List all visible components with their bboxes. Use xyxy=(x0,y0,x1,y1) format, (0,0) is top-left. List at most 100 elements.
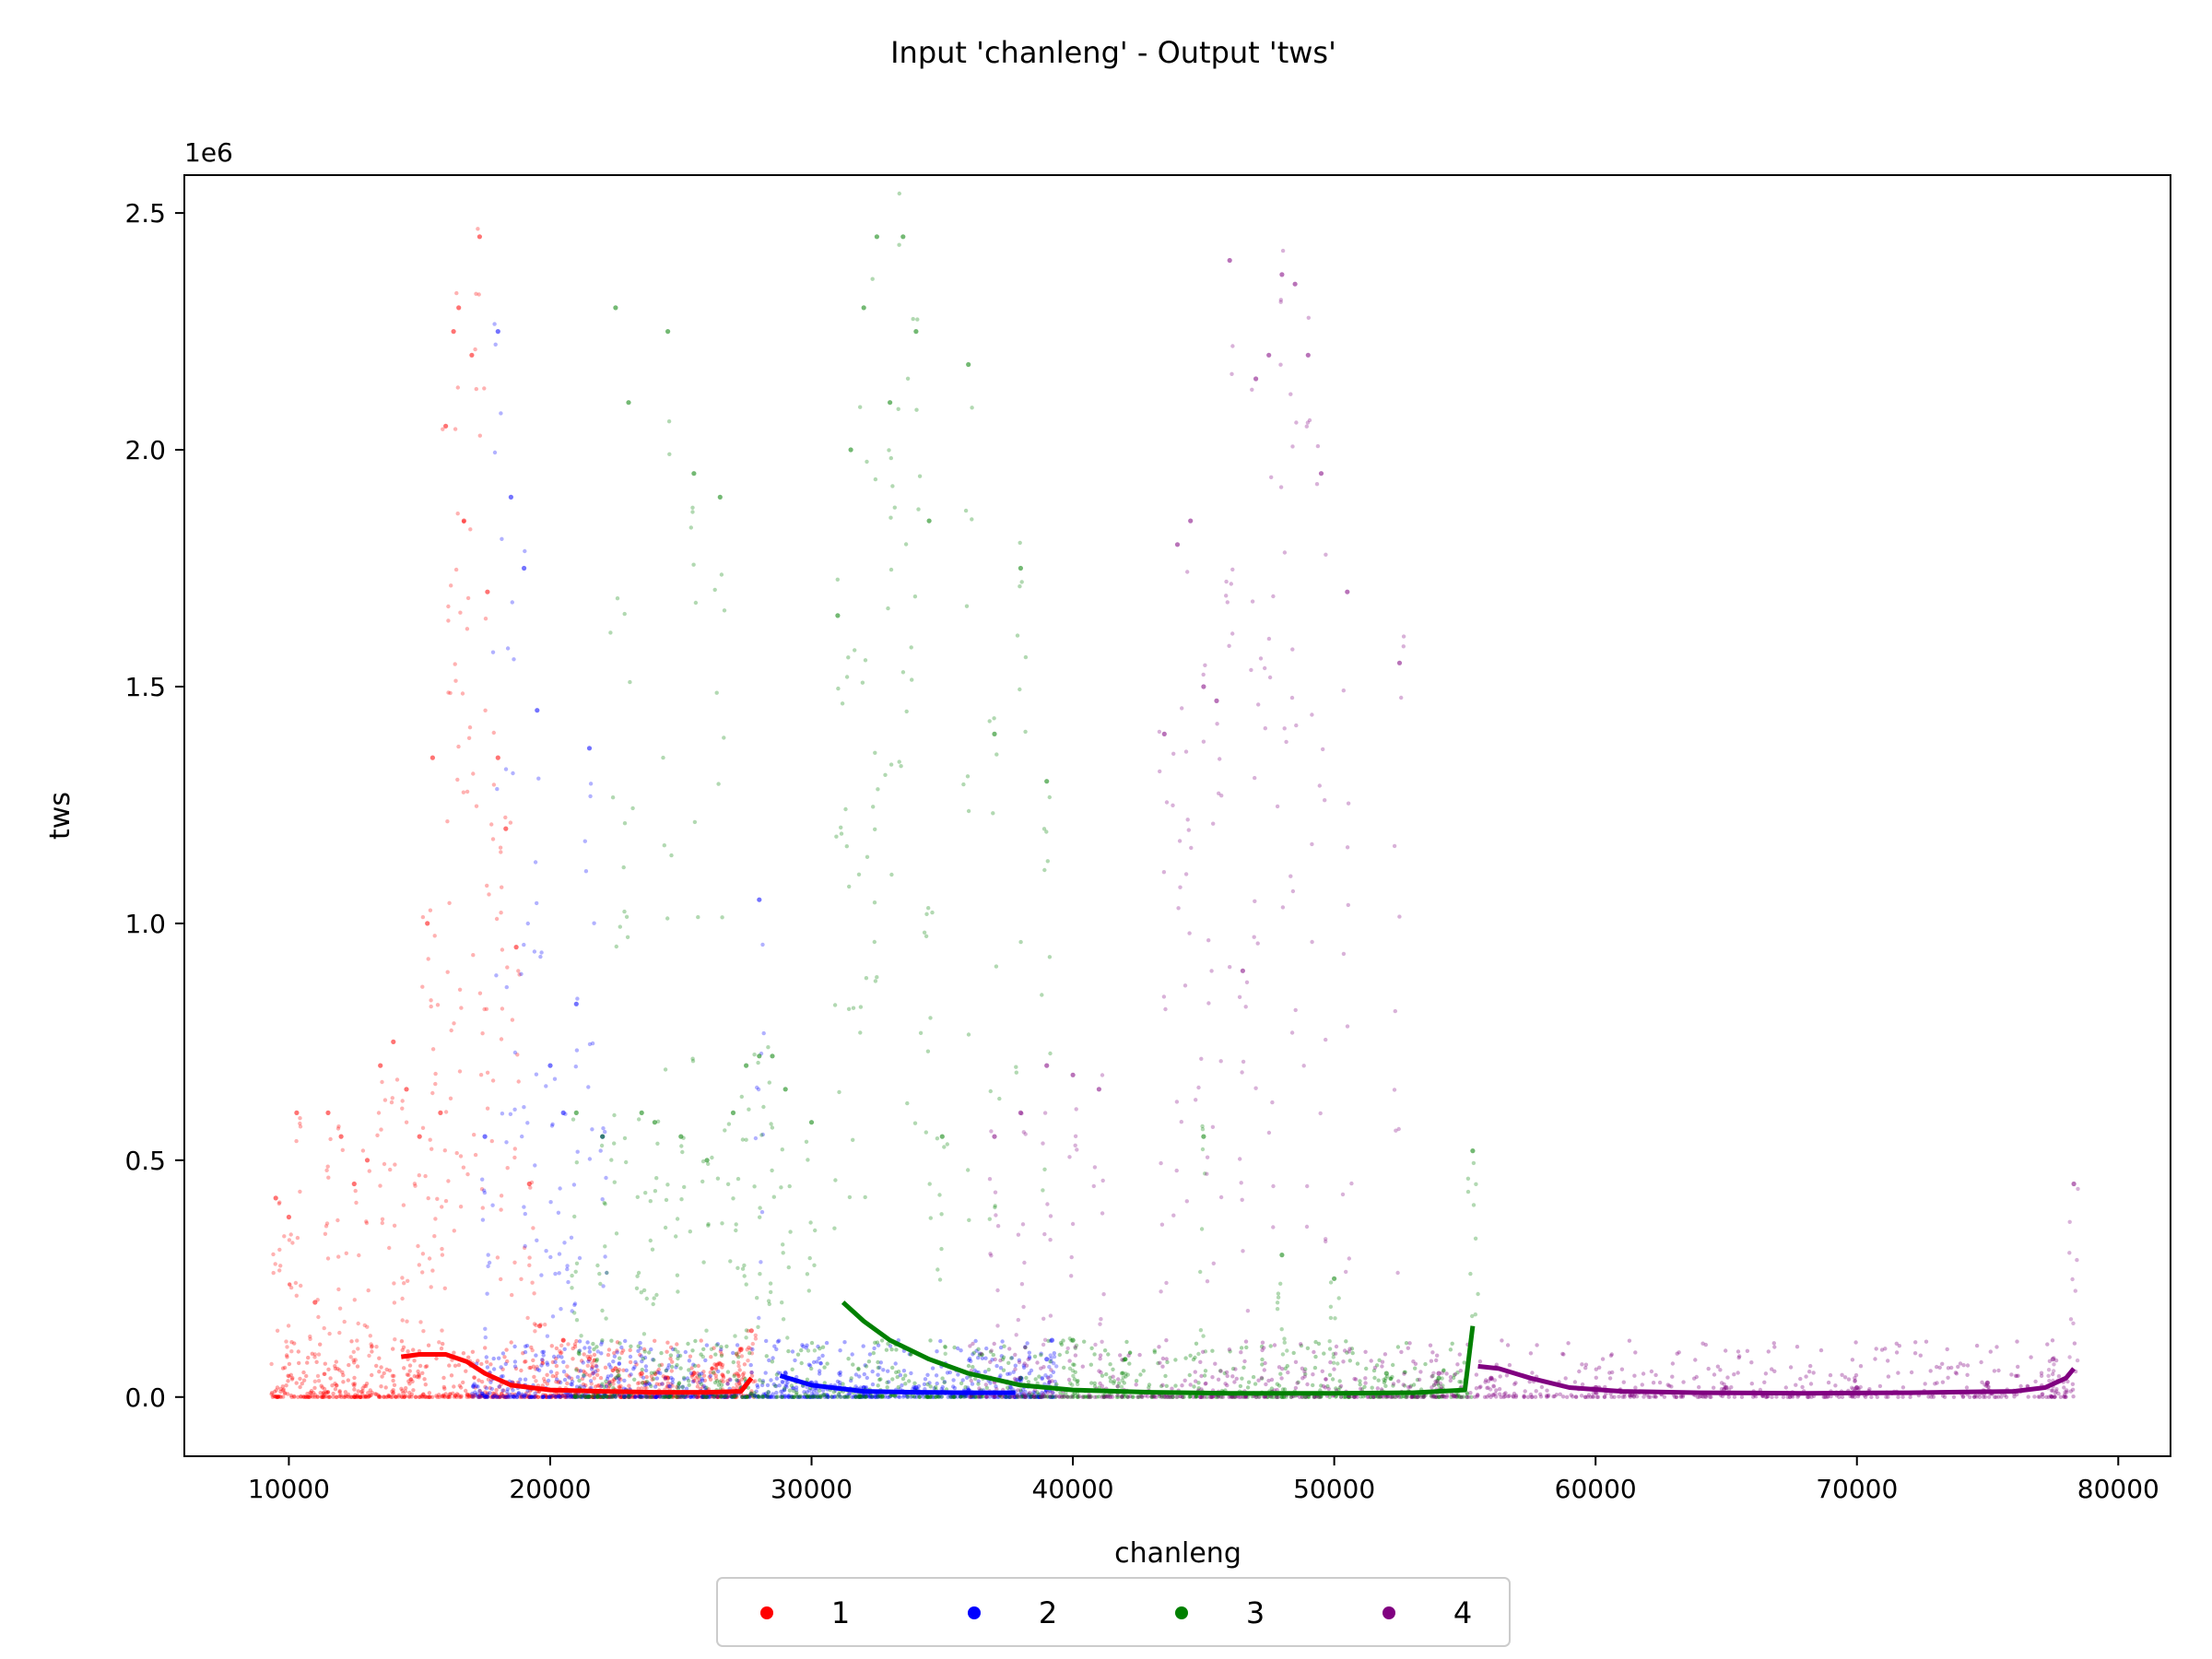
scatter-point xyxy=(897,242,901,247)
scatter-point xyxy=(729,1394,734,1399)
scatter-point xyxy=(278,1386,283,1392)
scatter-point xyxy=(387,1394,392,1399)
scatter-point xyxy=(670,1380,675,1385)
scatter-point xyxy=(691,1370,697,1375)
scatter-point xyxy=(316,1379,322,1383)
scatter-point xyxy=(945,1142,950,1147)
scatter-point xyxy=(1017,1392,1022,1397)
scatter-point xyxy=(446,1394,452,1399)
y-tick-label: 2.5 xyxy=(124,198,166,229)
scatter-point xyxy=(455,512,460,516)
scatter-point xyxy=(880,1394,885,1399)
scatter-point xyxy=(298,1124,303,1129)
scatter-point xyxy=(838,1372,842,1378)
scatter-point xyxy=(557,1271,561,1276)
scatter-point xyxy=(734,1394,738,1400)
scatter-point xyxy=(925,1049,931,1053)
scatter-point xyxy=(449,1028,453,1033)
scatter-point xyxy=(511,1394,515,1399)
scatter-point xyxy=(377,1356,382,1360)
scatter-point xyxy=(1280,1367,1285,1371)
scatter-point xyxy=(1399,1349,1404,1355)
scatter-point xyxy=(925,1382,930,1387)
scatter-point xyxy=(1324,1237,1328,1241)
scatter-point xyxy=(696,1394,701,1399)
scatter-point xyxy=(1453,1392,1459,1397)
scatter-point xyxy=(1245,1309,1251,1313)
scatter-point xyxy=(269,1392,274,1396)
scatter-point xyxy=(1406,1346,1411,1350)
y-tick-label: 0.0 xyxy=(124,1382,166,1413)
scatter-point xyxy=(571,1394,575,1399)
scatter-point xyxy=(1127,1350,1133,1356)
scatter-point xyxy=(379,1384,383,1389)
scatter-point xyxy=(696,1381,700,1385)
scatter-point xyxy=(512,1359,518,1364)
scatter-point xyxy=(904,709,909,714)
scatter-point xyxy=(570,1379,575,1384)
scatter-point xyxy=(861,1394,865,1398)
scatter-point xyxy=(994,964,999,969)
scatter-point xyxy=(1199,1373,1204,1379)
scatter-point xyxy=(424,1364,429,1369)
scatter-point xyxy=(661,755,665,760)
scatter-point xyxy=(452,1229,456,1233)
scatter-point xyxy=(1783,1385,1789,1390)
scatter-point xyxy=(646,1394,651,1399)
scatter-point xyxy=(723,1394,728,1399)
scatter-point xyxy=(1029,1394,1034,1399)
scatter-point xyxy=(756,1060,760,1065)
scatter-point xyxy=(392,1281,396,1286)
scatter-point xyxy=(390,1096,394,1100)
scatter-point xyxy=(477,1394,482,1400)
scatter-point xyxy=(572,1345,578,1349)
scatter-point xyxy=(1394,1128,1398,1133)
scatter-point xyxy=(1477,1359,1483,1364)
scatter-point xyxy=(1706,1366,1711,1371)
scatter-point xyxy=(550,1122,555,1127)
scatter-point xyxy=(1410,1394,1416,1399)
scatter-point xyxy=(325,1164,330,1169)
scatter-point xyxy=(1065,1346,1070,1351)
scatter-point xyxy=(896,1384,900,1390)
scatter-point xyxy=(1497,1386,1502,1392)
scatter-point xyxy=(1019,1282,1025,1287)
scatter-point xyxy=(1522,1394,1526,1400)
scatter-point xyxy=(1240,1197,1244,1203)
scatter-point xyxy=(1139,1394,1144,1398)
scatter-point xyxy=(418,1320,423,1324)
scatter-point xyxy=(453,567,459,572)
scatter-point xyxy=(875,1394,880,1399)
scatter-point xyxy=(760,1394,766,1400)
scatter-point xyxy=(807,1363,813,1368)
scatter-point xyxy=(626,1394,630,1399)
scatter-point xyxy=(310,1351,314,1357)
scatter-point xyxy=(1935,1381,1939,1385)
scatter-point xyxy=(1010,1387,1015,1392)
scatter-point xyxy=(322,1325,326,1331)
series-1-points xyxy=(269,227,759,1400)
scatter-point xyxy=(598,1384,603,1390)
scatter-point xyxy=(666,1363,671,1368)
scatter-point xyxy=(558,1394,562,1400)
scatter-point xyxy=(292,1341,297,1346)
scatter-point xyxy=(761,1392,766,1396)
scatter-point xyxy=(913,329,919,335)
scatter-point xyxy=(675,1342,679,1347)
scatter-point xyxy=(885,1394,890,1400)
scatter-point xyxy=(825,1361,830,1366)
scatter-point xyxy=(324,1390,329,1394)
scatter-point xyxy=(501,1394,506,1399)
scatter-point xyxy=(643,1382,648,1386)
scatter-point xyxy=(977,1386,982,1391)
scatter-point xyxy=(1441,1369,1446,1373)
scatter-point xyxy=(447,900,452,905)
scatter-point xyxy=(520,1393,524,1398)
scatter-point xyxy=(540,1361,545,1366)
scatter-point xyxy=(1020,1394,1026,1398)
scatter-point xyxy=(499,850,503,854)
scatter-point xyxy=(717,1361,723,1367)
scatter-point xyxy=(420,984,425,989)
scatter-point xyxy=(841,1394,846,1400)
scatter-point xyxy=(1021,1363,1027,1368)
